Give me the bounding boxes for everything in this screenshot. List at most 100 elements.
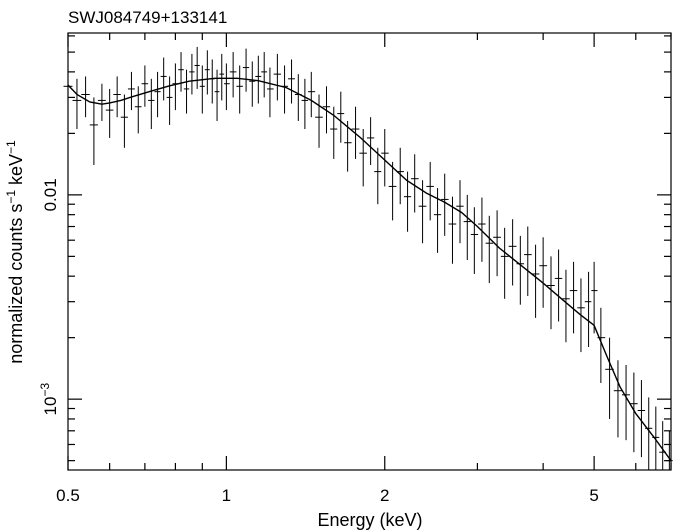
- data-point: [242, 48, 250, 92]
- y-axis-label-sup2: −1: [4, 140, 18, 154]
- data-point: [105, 88, 114, 138]
- data-point: [72, 78, 82, 130]
- data-point: [539, 237, 548, 308]
- data-point: [214, 69, 220, 121]
- data-point: [236, 65, 243, 114]
- data-point: [183, 69, 190, 114]
- data-point: [478, 197, 486, 262]
- data-point: [134, 86, 142, 134]
- data-point: [154, 71, 161, 118]
- x-axis-ticks: [67, 33, 672, 470]
- data-point: [629, 372, 638, 453]
- data-point: [189, 53, 195, 95]
- data-point: [120, 94, 128, 148]
- data-point: [337, 91, 345, 143]
- data-point: [569, 261, 578, 334]
- data-point: [411, 154, 419, 213]
- data-point: [294, 74, 302, 121]
- data-point: [426, 161, 434, 221]
- x-tick-label: 1: [222, 486, 231, 505]
- data-point: [308, 71, 316, 118]
- y-tick-label: 10−3: [38, 383, 60, 416]
- data-point: [637, 380, 646, 458]
- data-point: [562, 269, 570, 343]
- data-point: [531, 244, 540, 318]
- data-point: [273, 53, 281, 101]
- data-point: [280, 65, 289, 114]
- data-point: [613, 360, 623, 438]
- x-axis-label: Energy (keV): [317, 510, 422, 530]
- data-point: [597, 307, 606, 383]
- data-point: [288, 59, 295, 104]
- x-tick-label: 0.5: [56, 486, 80, 505]
- data-point: [89, 97, 98, 166]
- data-point: [508, 219, 517, 286]
- y-tick-label: 0.01: [41, 178, 60, 211]
- data-point: [81, 76, 90, 118]
- y-axis-tick-labels: 0.01 10−3: [38, 178, 60, 415]
- data-point: [374, 147, 382, 205]
- data-point: [366, 117, 375, 166]
- data-point: [622, 364, 630, 441]
- data-point: [219, 53, 225, 101]
- data-point: [63, 71, 73, 104]
- data-point: [359, 129, 367, 187]
- data-point: [388, 161, 397, 221]
- data-point: [199, 65, 205, 114]
- data-point: [315, 94, 323, 148]
- data-point: [148, 78, 155, 130]
- data-point: [224, 63, 230, 111]
- data-point: [301, 78, 309, 130]
- data-point: [267, 67, 274, 118]
- data-point: [166, 76, 173, 125]
- data-point: [127, 71, 135, 111]
- data-point: [194, 46, 200, 89]
- data-point: [229, 52, 237, 98]
- data-point: [485, 215, 494, 284]
- data-point: [255, 55, 262, 104]
- y-axis-label-mid: keV: [6, 154, 26, 190]
- x-tick-label: 5: [589, 486, 598, 505]
- data-point: [97, 83, 106, 121]
- data-point: [524, 226, 532, 296]
- x-axis-tick-labels: 0.5 1 2 5: [56, 486, 599, 505]
- data-point: [381, 129, 389, 187]
- data-point: [547, 256, 555, 330]
- y-tick-label-base: 10: [41, 397, 60, 416]
- data-point: [344, 120, 352, 172]
- data-point: [463, 194, 471, 260]
- data-point: [591, 261, 598, 334]
- data-point: [113, 76, 121, 118]
- model-curve: [67, 77, 672, 462]
- data-point: [516, 235, 525, 305]
- data-point: [141, 65, 149, 107]
- data-point: [160, 57, 167, 101]
- data-point: [178, 52, 184, 92]
- data-point: [666, 430, 673, 470]
- y-axis-label: normalized counts s−1 keV−1: [4, 140, 26, 364]
- data-point: [493, 210, 501, 277]
- y-axis-ticks: [68, 35, 671, 462]
- data-point: [249, 61, 256, 107]
- data-point: [448, 196, 457, 264]
- data-point: [652, 406, 660, 470]
- data-point: [209, 59, 215, 104]
- data-point: [605, 337, 614, 419]
- y-tick-label-sup: −3: [38, 383, 52, 397]
- x-tick-label: 2: [380, 486, 389, 505]
- chart-title: SWJ084749+133141: [68, 8, 227, 27]
- data-point: [441, 173, 449, 236]
- data-point: [584, 271, 592, 348]
- data-point: [470, 207, 479, 274]
- data-point: [172, 63, 179, 111]
- y-axis-label-base: normalized counts s: [6, 204, 26, 364]
- y-axis-label-sup1: −1: [4, 190, 18, 204]
- data-point: [500, 227, 509, 299]
- y-tick-label-base: 0.01: [41, 178, 60, 211]
- data-points: [63, 46, 673, 470]
- data-point: [261, 52, 268, 98]
- plot-frame: [67, 32, 672, 471]
- data-point: [554, 249, 563, 322]
- data-point: [204, 50, 210, 95]
